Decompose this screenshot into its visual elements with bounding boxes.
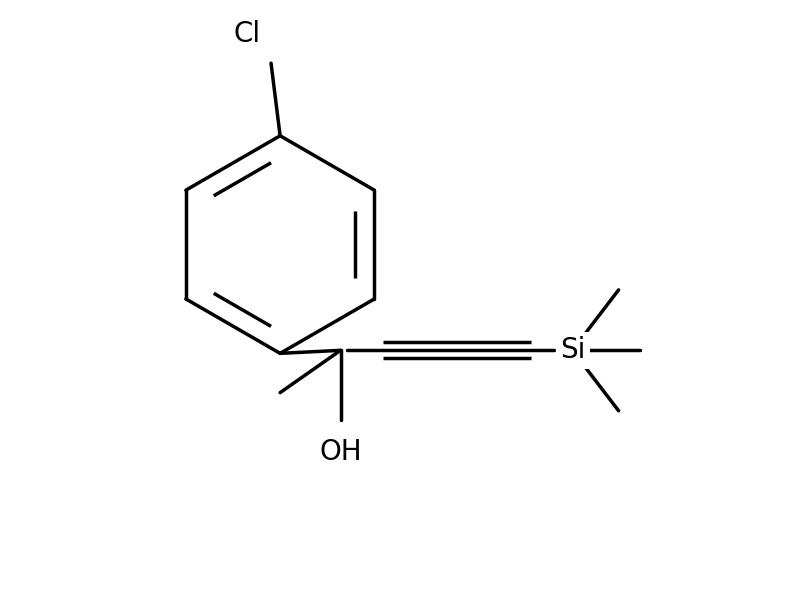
Text: Cl: Cl [233, 20, 261, 48]
Text: Si: Si [561, 336, 586, 364]
Text: OH: OH [319, 438, 362, 466]
